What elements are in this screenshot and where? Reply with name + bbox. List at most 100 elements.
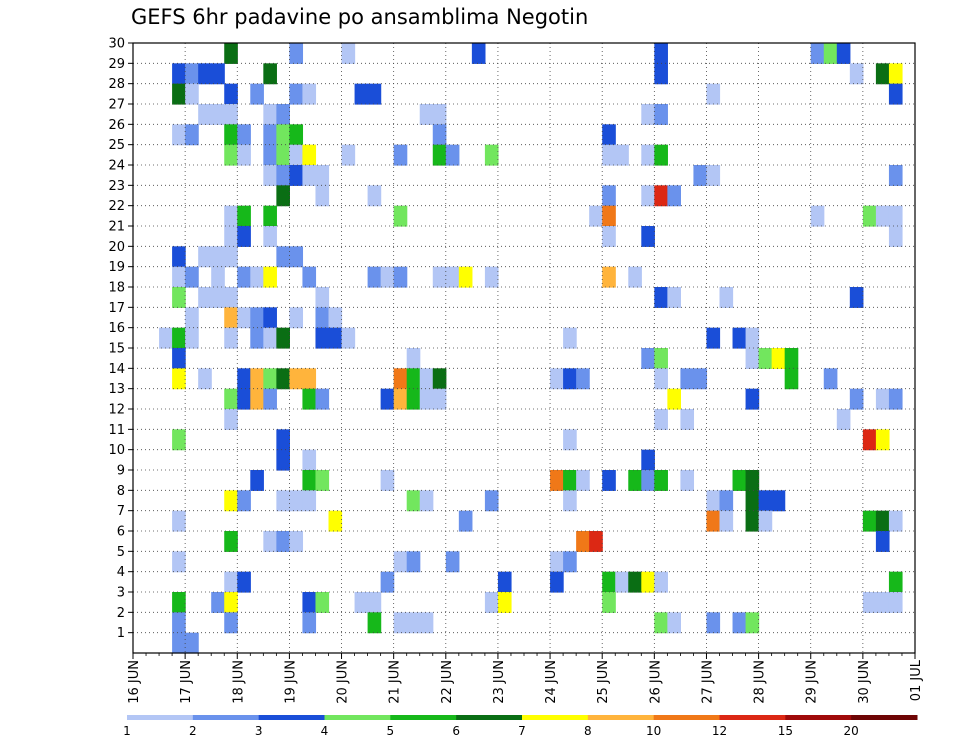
legend-swatch	[522, 715, 589, 720]
heatmap-cell	[211, 104, 225, 125]
legend-label: 1	[123, 724, 131, 738]
heatmap-cell	[758, 348, 773, 369]
heatmap-cell	[224, 43, 238, 64]
heatmap-cell	[172, 368, 186, 390]
heatmap-cell	[224, 144, 238, 166]
x-tick-label: 16 JUN	[127, 660, 142, 704]
heatmap-cell	[276, 165, 290, 186]
heatmap-cell	[172, 551, 186, 573]
heatmap-cell	[641, 104, 655, 125]
heatmap-cell	[289, 307, 304, 329]
y-tick-label: 29	[108, 57, 125, 72]
heatmap-cell	[198, 246, 212, 268]
y-tick-label: 18	[108, 281, 125, 296]
legend-label: 4	[321, 724, 329, 738]
heatmap-cell	[771, 490, 786, 512]
heatmap-cell	[276, 124, 290, 146]
heatmap-cell	[836, 409, 851, 430]
heatmap-cell	[563, 368, 577, 390]
heatmap-cell	[654, 348, 668, 369]
y-tick-label: 23	[108, 179, 125, 194]
heatmap-cell	[888, 205, 903, 227]
heatmap-cell	[550, 571, 564, 593]
heatmap-cell	[445, 551, 460, 573]
heatmap-cell	[263, 63, 277, 85]
heatmap-cell	[224, 307, 238, 329]
legend-swatch	[390, 715, 457, 720]
heatmap-cell	[393, 144, 408, 166]
heatmap-cell	[419, 388, 434, 410]
heatmap-cell	[719, 287, 734, 308]
heatmap-cell	[237, 226, 251, 247]
heatmap-cell	[445, 266, 460, 288]
x-tick-label: 01 JUL	[909, 659, 924, 701]
x-tick-label: 20 JUN	[336, 660, 351, 704]
y-tick-label: 8	[117, 484, 125, 499]
y-tick-label: 13	[108, 382, 125, 397]
heatmap-cell	[367, 83, 382, 105]
heatmap-cell	[680, 368, 695, 390]
heatmap-cell	[224, 409, 238, 430]
y-tick-label: 22	[108, 199, 125, 214]
heatmap-cell	[680, 470, 695, 491]
heatmap-cell	[862, 205, 877, 227]
heatmap-cell	[315, 592, 330, 613]
heatmap-cell	[641, 571, 655, 593]
heatmap-cell	[237, 124, 251, 146]
heatmap-cell	[393, 266, 408, 288]
heatmap-cell	[263, 531, 277, 552]
legend-swatch	[719, 715, 786, 720]
heatmap-cell	[263, 327, 277, 349]
heatmap-cell	[432, 104, 447, 125]
heatmap-cell	[875, 63, 890, 85]
heatmap-cell	[289, 165, 304, 186]
heatmap-cell	[406, 490, 421, 512]
heatmap-cell	[497, 571, 512, 593]
heatmap-cell	[602, 592, 616, 613]
heatmap-cell	[380, 388, 395, 410]
heatmap-cell	[888, 226, 903, 247]
heatmap-cell	[563, 551, 577, 573]
heatmap-cell	[185, 266, 199, 288]
heatmap-cell	[849, 388, 864, 410]
heatmap-cell	[810, 205, 825, 227]
heatmap-cell	[198, 104, 212, 125]
y-tick-label: 21	[108, 220, 125, 235]
heatmap-cell	[888, 63, 903, 85]
heatmap-cell	[354, 83, 369, 105]
heatmap-cell	[602, 185, 616, 207]
heatmap-cell	[602, 470, 616, 491]
heatmap-cell	[771, 348, 786, 369]
heatmap-cell	[328, 510, 343, 532]
heatmap-cell	[641, 185, 655, 207]
heatmap-cell	[732, 612, 747, 634]
heatmap-cell	[289, 144, 304, 166]
x-tick-label: 24 JUN	[544, 660, 559, 704]
heatmap-cell	[315, 307, 330, 329]
heatmap-cell	[302, 470, 317, 491]
heatmap-cell	[185, 632, 199, 654]
heatmap-cell	[602, 266, 616, 288]
heatmap-cell	[875, 388, 890, 410]
heatmap-cell	[419, 368, 434, 390]
heatmap-cell	[185, 327, 199, 349]
heatmap-cell	[315, 470, 330, 491]
heatmap-cell	[263, 104, 277, 125]
y-tick-label: 6	[117, 525, 125, 540]
legend-swatch	[851, 715, 918, 720]
heatmap-cell	[875, 510, 890, 532]
heatmap-cell	[550, 551, 564, 573]
heatmap-cell	[172, 246, 186, 268]
heatmap-cell	[198, 287, 212, 308]
heatmap-cell	[602, 226, 616, 247]
heatmap-cell	[875, 531, 890, 552]
heatmap-cell	[563, 327, 577, 349]
heatmap-cell	[654, 470, 668, 491]
heatmap-cell	[745, 510, 760, 532]
heatmap-cell	[185, 63, 199, 85]
legend-swatch	[456, 715, 523, 720]
heatmap-cell	[432, 144, 447, 166]
heatmap-cell	[276, 449, 290, 471]
heatmap-cell	[654, 43, 668, 64]
heatmap-cell	[550, 368, 564, 390]
